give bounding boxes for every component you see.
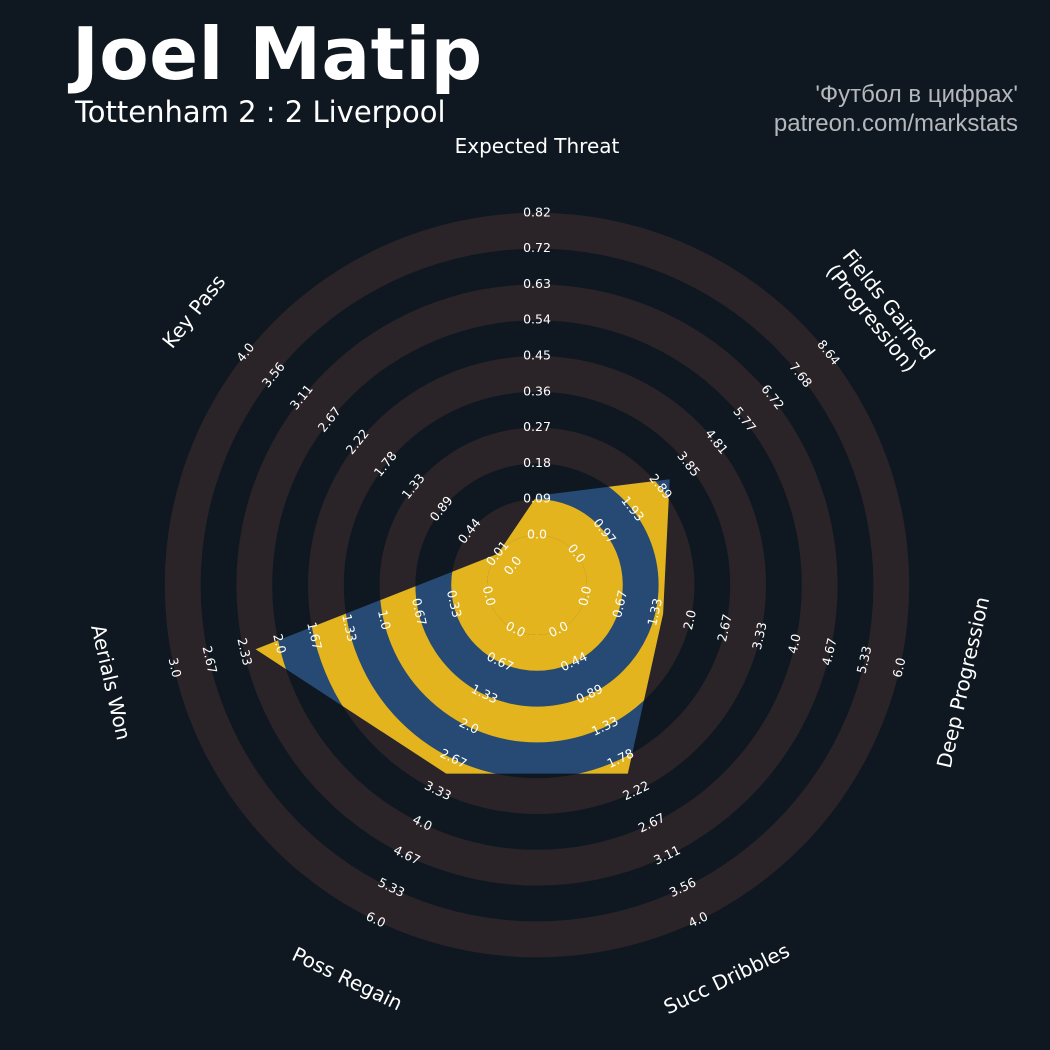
radar-tick-label: 0.67: [609, 589, 630, 619]
radar-axis-label: Aerials Won: [87, 622, 137, 742]
page-title: Joel Matip: [72, 12, 483, 96]
radar-tick-label: 6.0: [889, 656, 908, 679]
radar-tick-label: 3.33: [749, 621, 770, 651]
credit-line-1: 'Футбол в цифрах': [815, 81, 1018, 108]
radar-tick-label: 0.82: [523, 204, 551, 219]
radar-tick-label: 2.0: [270, 632, 289, 655]
radar-tick-label: 0.72: [523, 240, 551, 255]
radar-tick-label: 4.0: [785, 632, 804, 655]
radar-axis-label: Poss Regain: [289, 942, 407, 1015]
radar-tick-label: 0.67: [409, 597, 430, 627]
radar-tick-label: 0.36: [523, 383, 551, 398]
radar-axis-label: Succ Dribbles: [660, 938, 793, 1019]
radar-tick-label: 3.0: [166, 656, 185, 679]
radar-tick-label: 1.33: [339, 613, 360, 643]
credits: 'Футбол в цифрах' patreon.com/markstats: [774, 80, 1018, 138]
radar-tick-label: 0.0: [575, 584, 594, 607]
match-subtitle: Tottenham 2 : 2 Liverpool: [75, 95, 446, 129]
radar-tick-label: 0.09: [523, 491, 551, 506]
radar-axis-label: Deep Progression: [931, 594, 993, 770]
radar-tick-label: 0.45: [523, 348, 551, 363]
radar-tick-label: 2.67: [714, 613, 735, 643]
radar-tick-label: 1.0: [375, 608, 394, 631]
radar-tick-label: 5.33: [854, 644, 875, 674]
radar-tick-label: 0.27: [523, 419, 551, 434]
radar-tick-label: 0.18: [523, 455, 551, 470]
radar-tick-label: 0.0: [527, 527, 547, 542]
credit-line-2: patreon.com/markstats: [773, 110, 1018, 137]
radar-tick-label: 0.0: [480, 585, 499, 608]
radar-tick-label: 0.54: [523, 312, 551, 327]
radar-tick-label: 1.33: [644, 597, 665, 627]
radar-tick-label: 2.67: [200, 644, 221, 674]
radar-tick-label: 0.33: [444, 589, 465, 619]
radar-tick-label: 2.33: [234, 636, 255, 666]
radar-axis-label: Key Pass: [157, 270, 230, 353]
radar-tick-label: 1.67: [304, 621, 325, 651]
radar-axis-label: Expected Threat: [455, 134, 620, 158]
radar-tick-label: 4.67: [819, 636, 840, 666]
radar-tick-label: 0.63: [523, 276, 551, 291]
radar-tick-label: 2.0: [680, 608, 699, 631]
radar-center-disc: [487, 535, 587, 635]
